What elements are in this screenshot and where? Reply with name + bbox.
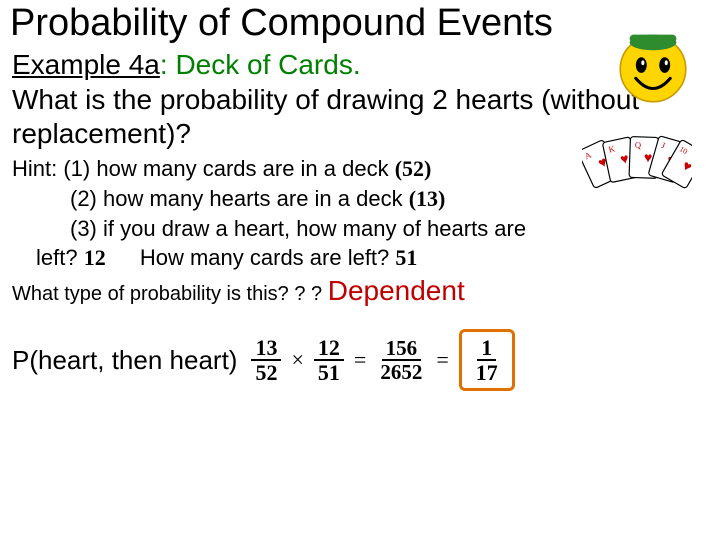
fraction-3: 156 2652 bbox=[376, 337, 426, 383]
smiley-icon bbox=[614, 30, 692, 108]
what-type-q: What type of probability is this? ? ? bbox=[12, 283, 322, 305]
op-multiply: × bbox=[291, 347, 303, 373]
hint-1-answer: (52) bbox=[395, 156, 432, 181]
svg-text:Q: Q bbox=[635, 140, 642, 150]
hint-4-answer2: 51 bbox=[395, 245, 417, 270]
example-label: Example 4a bbox=[12, 49, 160, 80]
example-topic: Deck of Cards. bbox=[175, 49, 360, 80]
hint-4a: left? bbox=[36, 245, 78, 270]
fraction-1: 13 52 bbox=[251, 336, 281, 384]
hint-2-answer: (13) bbox=[409, 186, 446, 211]
fraction-2: 12 51 bbox=[314, 336, 344, 384]
op-equals-2: = bbox=[436, 347, 448, 373]
answer-box: 1 17 bbox=[459, 329, 515, 391]
hint-3: (3) if you draw a heart, how many of hea… bbox=[70, 214, 720, 244]
hint-4-answer1: 12 bbox=[84, 245, 106, 270]
what-type-answer: Dependent bbox=[328, 275, 465, 306]
result-label: P(heart, then heart) bbox=[12, 345, 237, 376]
hint-4b: How many cards are left? bbox=[140, 245, 389, 270]
hint-1: Hint: (1) how many cards are in a deck bbox=[12, 156, 389, 181]
hint-2: (2) how many hearts are in a deck bbox=[70, 186, 403, 211]
op-equals-1: = bbox=[354, 347, 366, 373]
what-type-line: What type of probability is this? ? ? De… bbox=[12, 275, 720, 307]
result-line: P(heart, then heart) 13 52 × 12 51 = 156… bbox=[12, 329, 720, 391]
fraction-answer: 1 17 bbox=[472, 336, 502, 384]
cards-icon: A ♥ K ♥ Q ♥ J ♥ 10 ♥ bbox=[582, 126, 692, 200]
